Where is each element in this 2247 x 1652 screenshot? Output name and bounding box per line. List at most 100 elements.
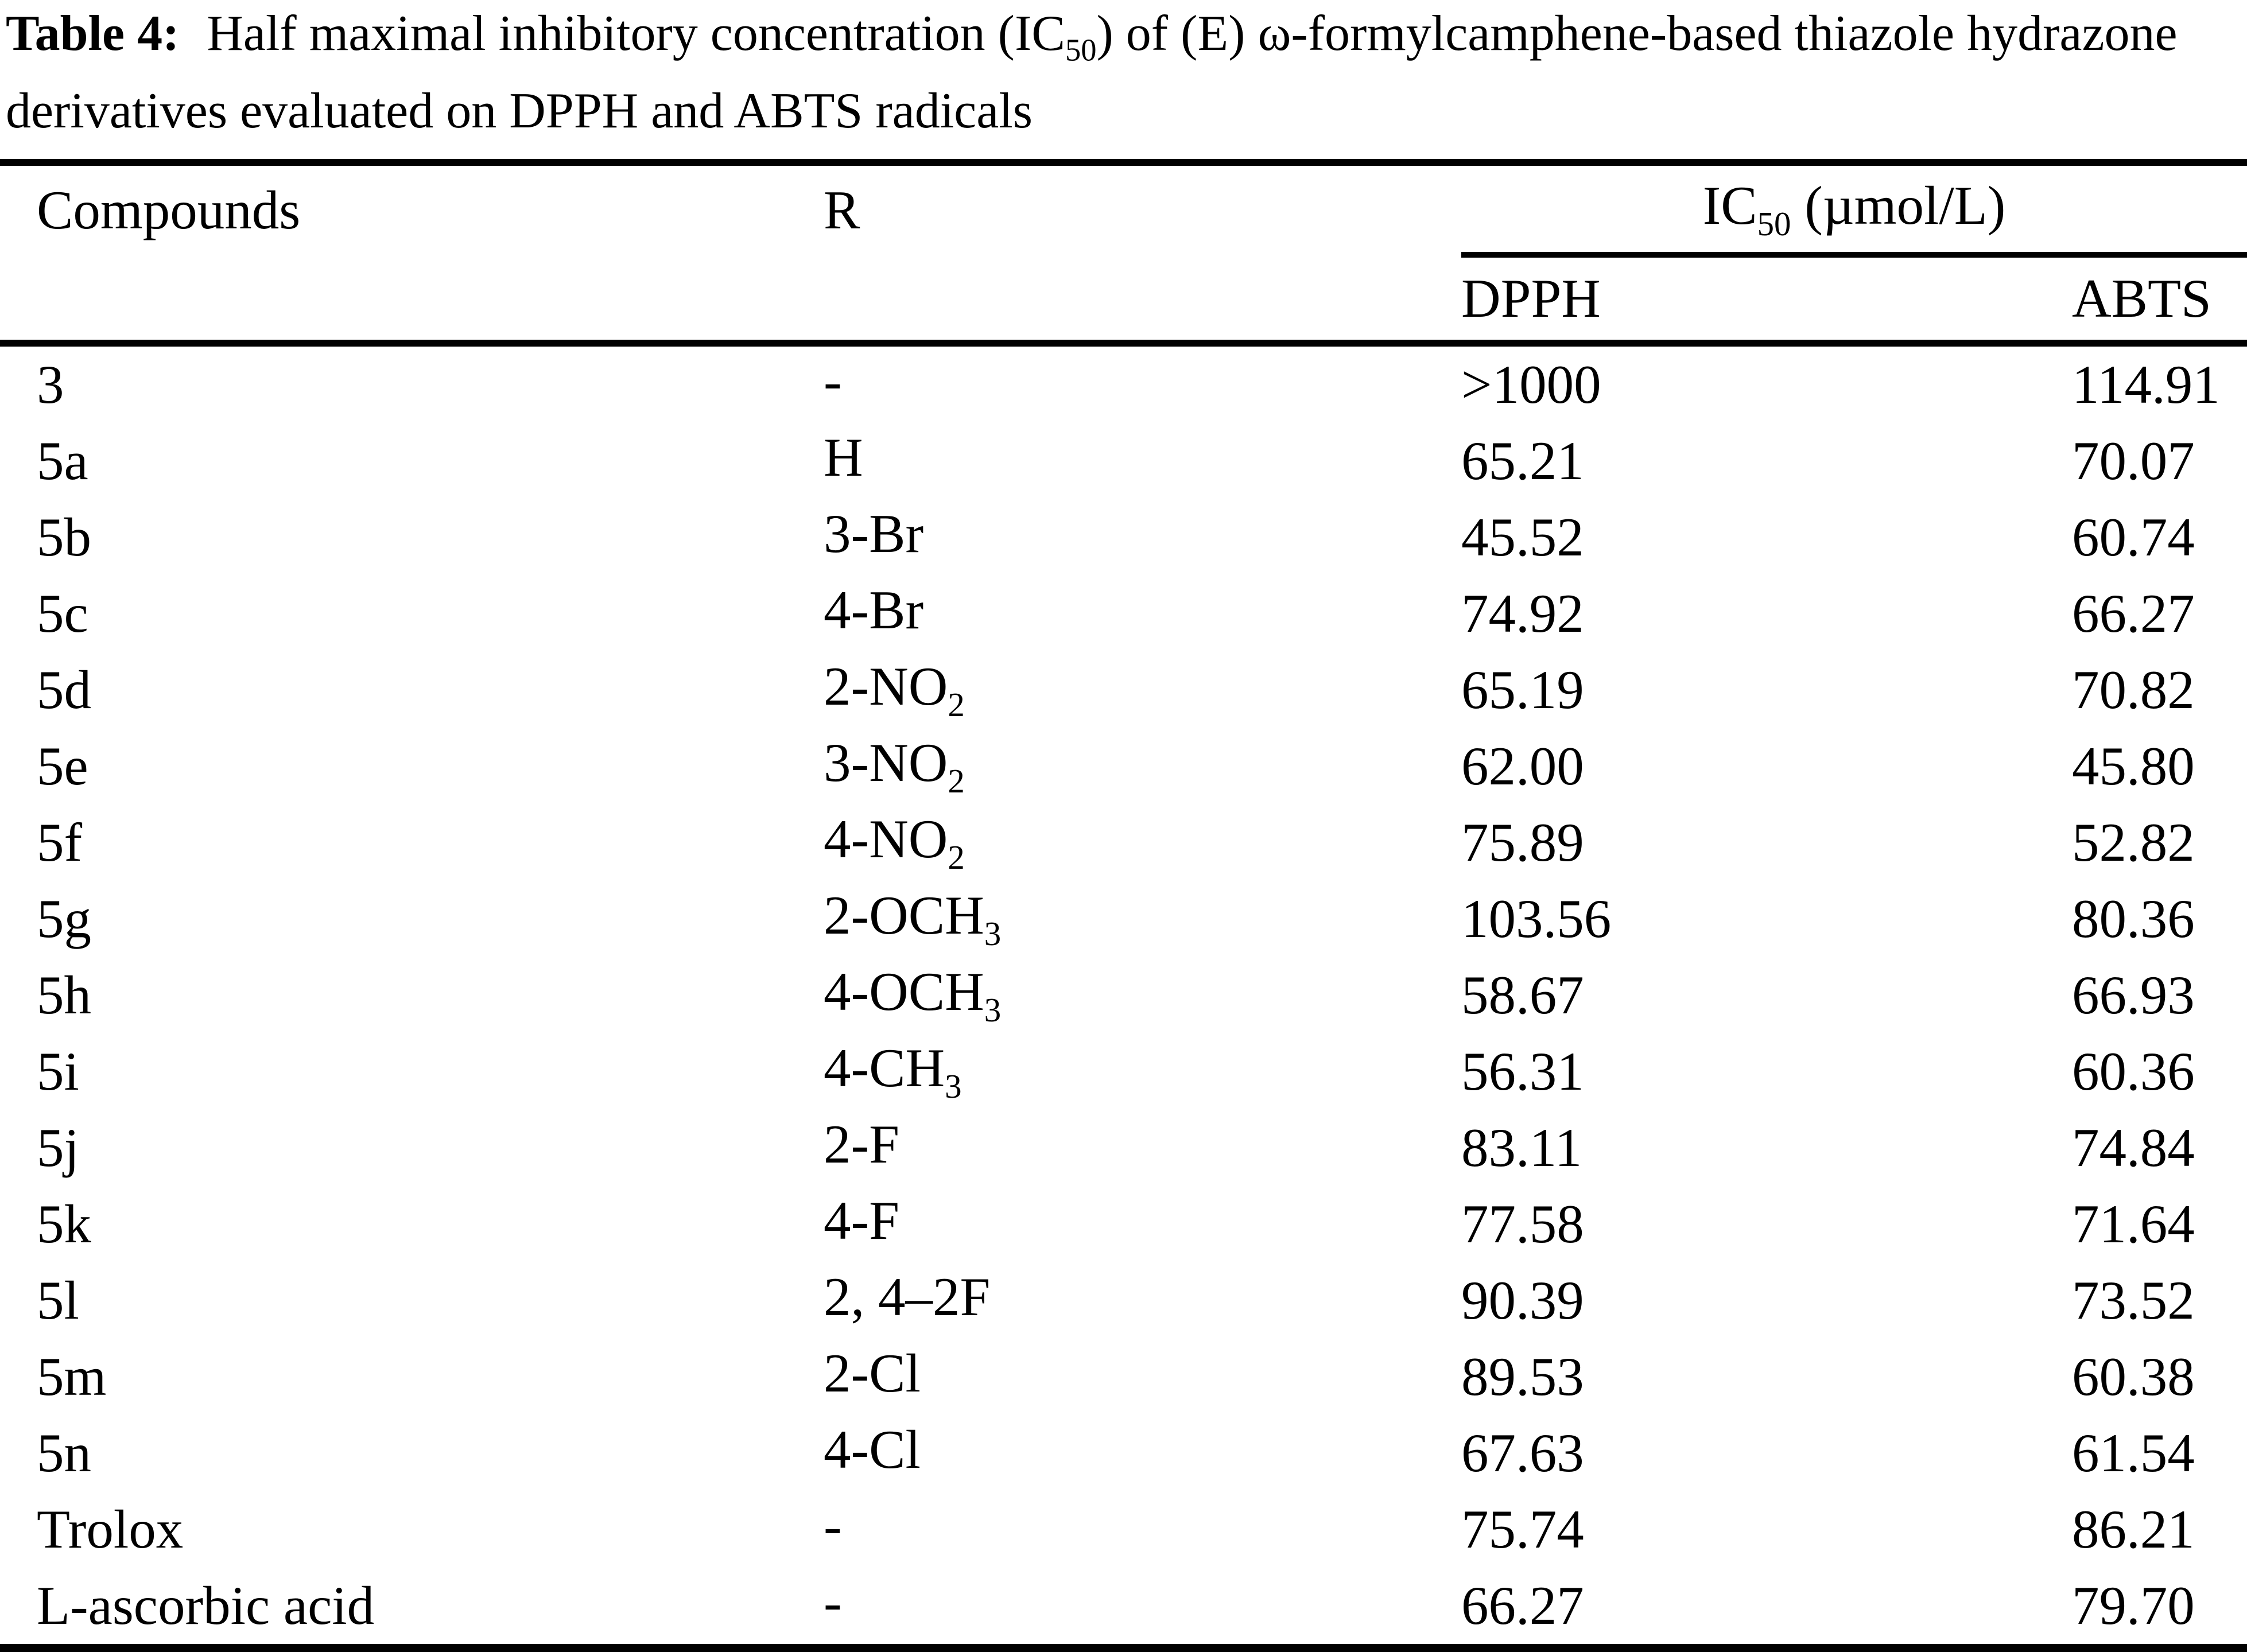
cell-abts: 70.07 [2072,430,2195,492]
col-header-ic50: IC50 (µmol/L) [1461,162,2247,258]
cell-r-text: 4-CH [824,1037,945,1099]
table-caption: Table 4: Half maximal inhibitory concentr… [6,3,2247,142]
table-row: 5n 4-Cl 67.63 61.54 [0,1415,2247,1491]
cell-r-text: 4-OCH [824,961,984,1023]
cell-r-text: 3-NO [824,732,948,794]
table-caption-label: Table 4: [6,6,180,61]
table-header: Compounds R IC50 (µmol/L) DPPH ABTS [0,162,2247,347]
table-row: 5k 4-F 77.58 71.64 [0,1186,2247,1262]
cell-dpph: 75.89 [1461,812,1584,873]
cell-abts: 45.80 [2072,736,2195,797]
cell-r-text: 2-OCH [824,885,984,946]
cell-compound: 5f [37,812,83,873]
table-row: 5h 4-OCH3 58.67 66.93 [0,957,2247,1033]
table-row: 3 - >1000 114.91 [0,343,2247,423]
cell-r-text: H [824,427,863,488]
cell-r: H [824,423,1461,499]
page: Table 4: Half maximal inhibitory concentr… [0,3,2247,1652]
cell-abts: 71.64 [2072,1194,2195,1255]
cell-compound: 5n [37,1422,91,1484]
col-header-abts: ABTS [2072,254,2247,347]
cell-r: 4-Cl [824,1415,1461,1491]
cell-r-subscript: 2 [948,839,965,877]
cell-compound: 5m [37,1346,107,1408]
table-row: 5m 2-Cl 89.53 60.38 [0,1339,2247,1415]
cell-compound: 5h [37,965,91,1026]
header-row-sub: DPPH ABTS [0,254,2247,347]
cell-r: 4-NO2 [824,804,1461,881]
ic50-subscript: 50 [1757,205,1791,243]
cell-r-subscript: 3 [945,1068,962,1106]
ic50-unit: (µmol/L) [1791,174,2006,236]
cell-r: 2-NO2 [824,652,1461,728]
header-row-main: Compounds R IC50 (µmol/L) [0,162,2247,258]
cell-r: - [824,343,1461,423]
cell-compound: 3 [37,354,64,415]
caption-text-post: ) of (E) ω-formylcamphene-based thiazole… [1096,6,2178,61]
cell-abts: 66.27 [2072,583,2195,644]
cell-dpph: 83.11 [1461,1117,1582,1179]
cell-r-text: 2-F [824,1114,899,1175]
cell-r: - [824,1568,1461,1648]
cell-abts: 70.82 [2072,659,2195,721]
table-row: 5j 2-F 83.11 74.84 [0,1110,2247,1186]
table-row: 5i 4-CH3 56.31 60.36 [0,1033,2247,1110]
table-row: 5f 4-NO2 75.89 52.82 [0,804,2247,881]
cell-dpph: 58.67 [1461,965,1584,1026]
cell-r-subscript: 3 [984,992,1002,1029]
cell-dpph: 75.74 [1461,1499,1584,1560]
cell-compound: Trolox [37,1499,184,1560]
cell-dpph: >1000 [1461,354,1601,415]
cell-compound: L-ascorbic acid [37,1575,375,1637]
cell-dpph: 65.19 [1461,659,1584,721]
table-caption-line1: Table 4: Half maximal inhibitory concentr… [6,3,2247,81]
cell-r-text: 3-Br [824,503,924,565]
cell-r-subscript: 3 [984,915,1002,953]
cell-abts: 79.70 [2072,1575,2195,1637]
table-row: 5e 3-NO2 62.00 45.80 [0,728,2247,804]
cell-abts: 61.54 [2072,1422,2195,1484]
cell-r: 2, 4–2F [824,1262,1461,1339]
cell-r-subscript: 2 [948,686,965,724]
cell-abts: 114.91 [2072,354,2220,415]
table-row: 5b 3-Br 45.52 60.74 [0,499,2247,576]
cell-compound: 5a [37,430,88,492]
cell-r-text: - [824,351,842,412]
cell-abts: 60.74 [2072,507,2195,568]
cell-r: 3-NO2 [824,728,1461,804]
cell-dpph: 89.53 [1461,1346,1584,1408]
table-row: 5a H 65.21 70.07 [0,423,2247,499]
ic50-text: IC [1702,174,1757,236]
col-header-compounds: Compounds [37,180,301,241]
header-spacer-compounds [0,254,824,347]
cell-compound: 5b [37,507,91,568]
cell-dpph: 74.92 [1461,583,1584,644]
cell-dpph: 62.00 [1461,736,1584,797]
table-row: 5g 2-OCH3 103.56 80.36 [0,881,2247,957]
cell-compound: 5g [37,888,91,950]
caption-ic50-subscript: 50 [1065,32,1097,68]
table-row: 5l 2, 4–2F 90.39 73.52 [0,1262,2247,1339]
cell-r-text: 4-NO [824,808,948,870]
cell-r: 2-OCH3 [824,881,1461,957]
cell-abts: 52.82 [2072,812,2195,873]
cell-compound: 5e [37,736,88,797]
cell-r-text: 4-Br [824,580,924,641]
cell-r: 4-F [824,1186,1461,1262]
cell-dpph: 65.21 [1461,430,1584,492]
cell-abts: 73.52 [2072,1270,2195,1331]
table-row: Trolox - 75.74 86.21 [0,1491,2247,1568]
col-header-r: R [824,180,860,241]
cell-r: 2-Cl [824,1339,1461,1415]
cell-r-subscript: 2 [948,763,965,800]
cell-abts: 60.38 [2072,1346,2195,1408]
header-spacer-r [824,254,1461,347]
cell-compound: 5j [37,1117,79,1179]
cell-r: 4-Br [824,576,1461,652]
caption-text-pre: Half maximal inhibitory concentration (I… [207,6,1065,61]
cell-compound: 5c [37,583,88,644]
col-header-dpph: DPPH [1461,254,2072,347]
cell-r: 2-F [824,1110,1461,1186]
cell-abts: 60.36 [2072,1041,2195,1102]
cell-dpph: 77.58 [1461,1194,1584,1255]
